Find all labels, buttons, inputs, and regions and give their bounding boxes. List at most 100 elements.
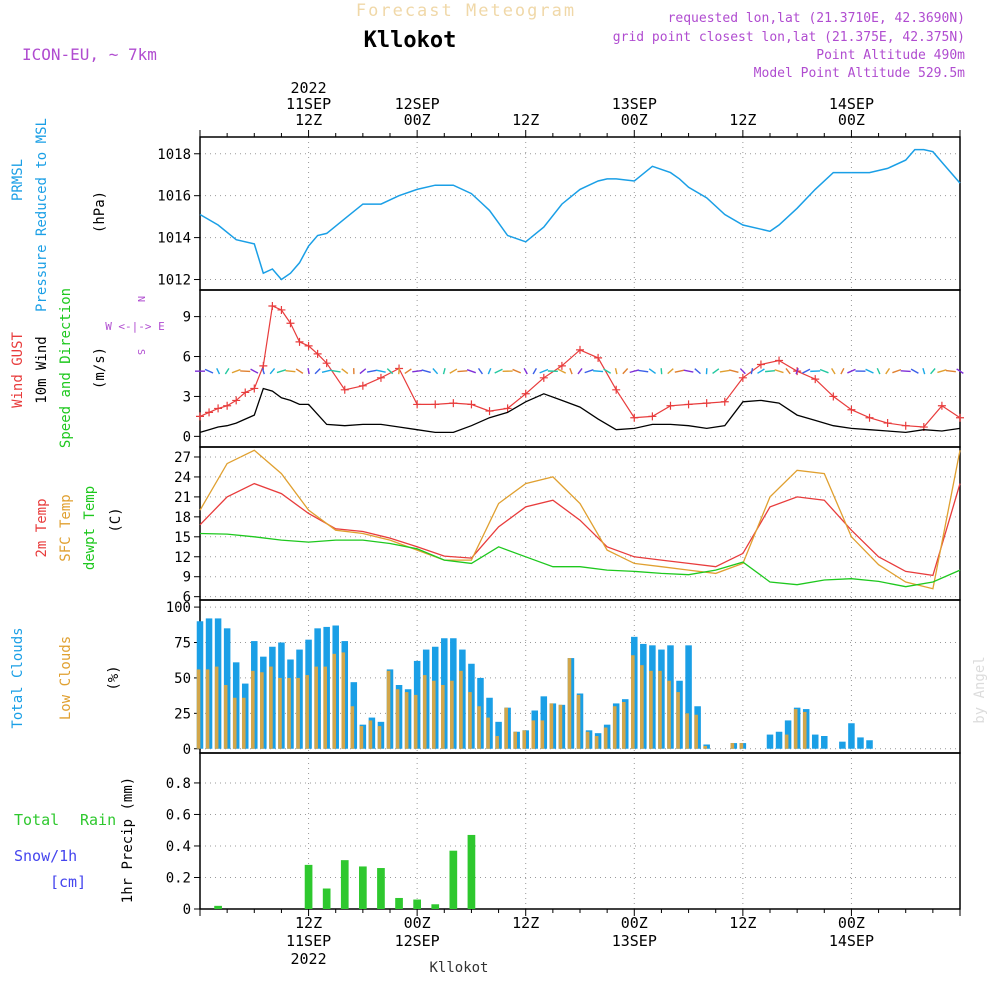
low-clouds-label: Low Clouds <box>58 636 74 720</box>
wind10m-label: 10m Wind <box>34 336 50 403</box>
low-clouds-bar <box>223 685 228 749</box>
wind-direction-arrow <box>819 368 829 374</box>
low-clouds-bar <box>341 652 346 749</box>
wind-direction-arrow <box>421 369 431 374</box>
wind-direction-arrow <box>865 368 874 374</box>
wind-gust-point <box>358 381 367 390</box>
wind-gust-point <box>431 400 440 409</box>
x-tick-label-bottom: 13SEP <box>612 932 657 950</box>
wind-direction-label: Speed and Direction <box>58 288 74 448</box>
low-clouds-bar <box>450 680 454 749</box>
wind-gust-point <box>214 404 223 413</box>
rain-bar <box>467 834 476 909</box>
total-clouds-bar <box>766 734 774 749</box>
wind-gust-point <box>449 399 458 408</box>
low-clouds-bar <box>386 670 391 749</box>
x-tick-label-top: 12Z <box>729 111 756 129</box>
wind-gust-point <box>286 319 295 328</box>
wind-gust-point <box>630 413 639 422</box>
clouds-unit: (%) <box>106 665 122 690</box>
pressure-panel-frame <box>199 136 961 291</box>
total-clouds-label: Total Clouds <box>10 627 26 728</box>
wind-direction-arrow <box>250 368 259 374</box>
x-tick-label-bottom: 00Z <box>404 914 431 932</box>
low-clouds-bar <box>468 692 472 749</box>
wind-10m-line <box>199 387 961 434</box>
wind-direction-arrow <box>847 368 856 374</box>
wind-direction-arrow <box>802 368 811 374</box>
wind-direction-arrow <box>937 369 947 374</box>
y-tick-label: 12 <box>174 550 191 566</box>
pressure-line <box>199 148 961 281</box>
total-clouds-bar <box>775 731 783 749</box>
low-clouds-bar <box>631 655 635 749</box>
wind-direction-arrow <box>629 369 640 374</box>
low-clouds-bar <box>649 670 653 749</box>
low-clouds-bar <box>531 720 536 749</box>
wind-gust-point <box>250 384 259 393</box>
gust-label: Wind GUST <box>10 332 26 408</box>
point-altitude: Point Altitude 490m <box>816 48 965 63</box>
wind-direction-arrow <box>719 369 730 373</box>
total-rain-label-2: Rain <box>80 811 116 829</box>
y-tick-label: 15 <box>174 530 191 546</box>
wind-gust-point <box>232 396 241 405</box>
location-name: Kllokot <box>364 28 457 53</box>
low-clouds-bar <box>585 731 590 749</box>
wind-direction-arrow <box>295 368 304 374</box>
wind-gust-point <box>756 360 765 369</box>
total-rain-label-1: Total <box>14 811 59 829</box>
x-tick-label-bottom: 12Z <box>729 914 756 932</box>
rain-bar <box>413 899 421 909</box>
low-clouds-bar <box>459 670 463 749</box>
wind-direction-arrow <box>892 368 902 374</box>
low-clouds-bar <box>260 672 264 749</box>
low-clouds-bar <box>694 714 698 749</box>
x-tick-label-bottom: 12SEP <box>395 932 440 950</box>
low-clouds-bar <box>269 666 273 749</box>
total-clouds-bar <box>495 721 502 749</box>
wind-direction-arrow <box>366 369 377 373</box>
x-tick-label-top: 12SEP <box>395 95 440 113</box>
x-tick-label-bottom: 2022 <box>291 950 327 968</box>
y-tick-label: 3 <box>183 389 191 405</box>
low-clouds-bar <box>413 694 418 749</box>
wind-direction-arrow <box>622 368 629 375</box>
precip-panel-frame <box>199 752 961 910</box>
wind-gust-point <box>376 373 385 382</box>
x-tick-label-bottom: 00Z <box>838 914 865 932</box>
low-clouds-bar <box>377 726 382 749</box>
low-clouds-bar <box>603 727 608 749</box>
low-clouds-bar <box>251 670 255 749</box>
low-clouds-bar <box>640 665 644 749</box>
wind-gust-line <box>199 305 961 428</box>
low-clouds-bar <box>730 743 735 749</box>
wind-unit: (m/s) <box>92 347 108 389</box>
watermark: by Angel <box>972 656 988 723</box>
low-clouds-bar <box>549 703 554 749</box>
y-tick-label: 1012 <box>157 273 191 289</box>
wind-gust-point <box>702 399 711 408</box>
y-tick-label: 9 <box>183 570 191 586</box>
low-clouds-bar <box>685 713 689 749</box>
low-clouds-bar <box>540 720 545 749</box>
y-tick-label: 25 <box>174 706 191 722</box>
wind-gust-point <box>259 361 268 370</box>
low-clouds-bar <box>658 670 662 749</box>
total-clouds-bar <box>685 645 692 749</box>
wind-gust-point <box>539 373 548 382</box>
wind-direction-arrow <box>539 368 549 374</box>
wind-gust-point <box>295 337 304 346</box>
rain-bar <box>377 868 385 909</box>
chart-title: Forecast Meteogram <box>356 1 576 21</box>
x-tick-label-top: 2022 <box>291 79 327 97</box>
low-clouds-bar <box>232 697 237 749</box>
low-clouds-bar <box>522 730 527 749</box>
y-tick-label: 24 <box>174 470 191 486</box>
rain-bar <box>214 905 222 909</box>
low-clouds-bar <box>784 734 789 749</box>
low-clouds-bar <box>404 692 409 749</box>
wind-gust-point <box>883 419 892 428</box>
total-clouds-bar <box>857 737 864 749</box>
y-tick-label: 0 <box>183 902 191 918</box>
